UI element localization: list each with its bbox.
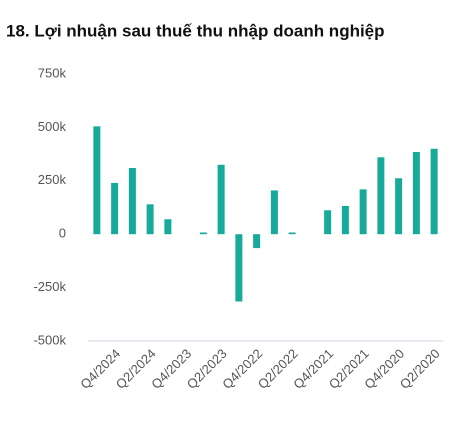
chart-title: 18. Lợi nhuận sau thuế thu nhập doanh ng… [6,21,385,40]
bar [412,151,420,235]
bar [93,126,101,235]
bar [128,167,136,235]
y-tick-label: -250k [33,279,66,294]
y-tick-label: 0 [59,226,66,241]
bar [377,157,385,235]
y-tick-label: 250k [38,172,67,187]
bar [199,232,207,235]
bar [270,190,278,235]
bar [217,164,225,235]
bar [324,210,332,235]
bar [111,182,119,235]
bar [164,219,172,235]
x-tick-label: Q2/2020 [397,346,443,392]
bar [430,148,438,235]
bar [359,189,367,235]
bar [395,178,403,235]
y-tick-label: 500k [38,119,67,134]
y-tick-label: -500k [33,332,66,347]
bar [341,206,349,235]
bar [146,204,154,235]
bar [253,234,261,249]
bar [288,232,296,235]
bar [235,234,243,302]
y-tick-label: 750k [38,65,67,80]
